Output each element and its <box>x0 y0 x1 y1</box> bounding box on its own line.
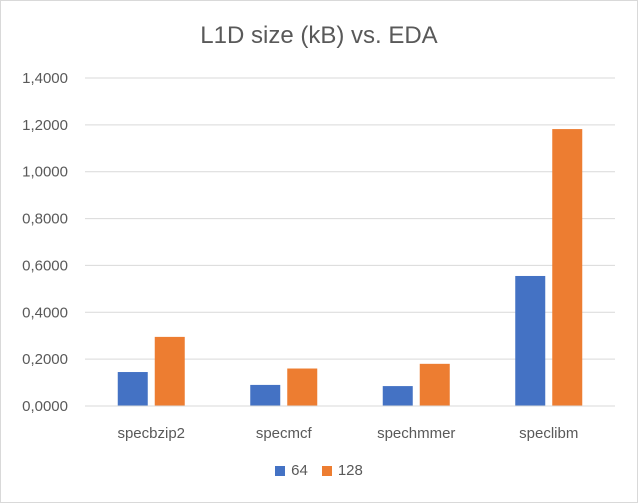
y-tick-label: 0,6000 <box>22 257 68 274</box>
bar-64-speclibm <box>515 275 546 406</box>
y-tick-label: 1,2000 <box>22 117 68 134</box>
legend: 64 128 <box>0 462 638 479</box>
bar-128-speclibm <box>552 129 583 406</box>
y-tick-label: 0,2000 <box>22 351 68 368</box>
bar-64-spechmmer <box>382 386 413 406</box>
bar-128-specmcf <box>287 368 318 406</box>
bar-64-specmcf <box>250 384 281 406</box>
bar-128-spechmmer <box>419 363 450 406</box>
legend-label-series-1: 64 <box>291 462 308 479</box>
legend-swatch-series-2 <box>321 465 332 476</box>
legend-item-series-2: 128 <box>321 462 363 479</box>
y-tick-label: 0,4000 <box>22 304 68 321</box>
bar-128-specbzip2 <box>154 336 185 406</box>
x-tick-label: specmcf <box>256 425 313 442</box>
x-tick-label: speclibm <box>519 425 578 442</box>
bar-64-specbzip2 <box>117 372 148 406</box>
x-tick-label: spechmmer <box>377 425 455 442</box>
legend-label-series-2: 128 <box>337 462 363 479</box>
y-tick-label: 0,0000 <box>22 398 68 415</box>
y-tick-label: 0,8000 <box>22 211 68 228</box>
chart-title: L1D size (kB) vs. EDA <box>200 22 438 49</box>
legend-item-series-1: 64 <box>275 462 308 479</box>
y-tick-label: 1,0000 <box>22 164 68 181</box>
legend-swatch-series-1 <box>275 465 286 476</box>
x-tick-label: specbzip2 <box>117 425 185 442</box>
y-tick-label: 1,4000 <box>22 70 68 87</box>
